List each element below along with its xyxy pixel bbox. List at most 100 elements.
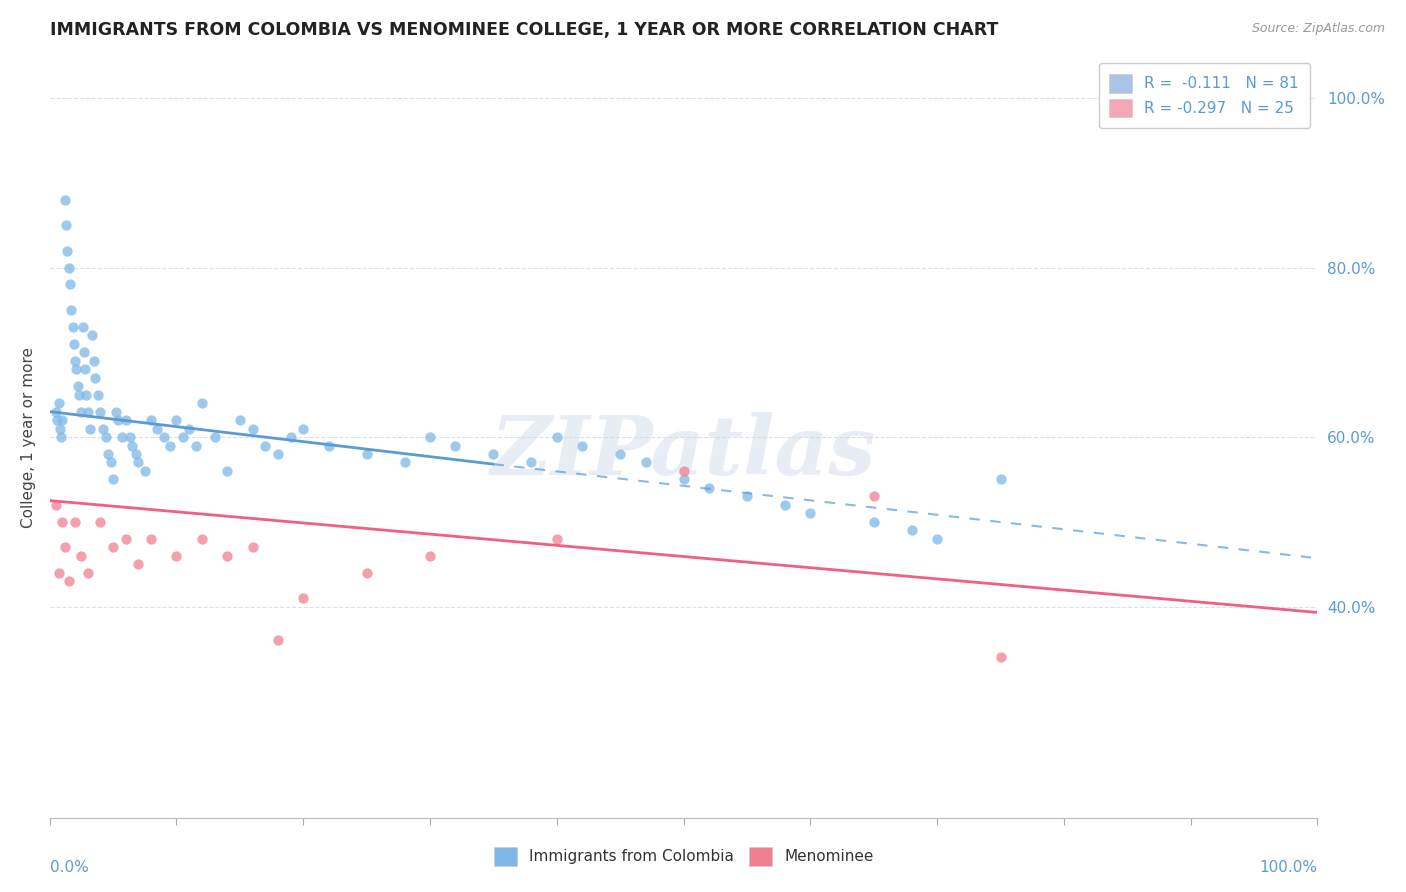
Point xyxy=(70,404,93,418)
Point xyxy=(184,438,207,452)
Point xyxy=(267,633,290,648)
Text: 100.0%: 100.0% xyxy=(1260,861,1317,875)
Point xyxy=(62,319,84,334)
Point xyxy=(58,260,80,275)
Point xyxy=(672,464,695,478)
Point xyxy=(125,447,148,461)
Y-axis label: College, 1 year or more: College, 1 year or more xyxy=(21,346,35,527)
Point xyxy=(546,430,568,444)
Point xyxy=(97,447,120,461)
Point xyxy=(107,413,129,427)
Point xyxy=(799,506,821,520)
Point xyxy=(60,302,83,317)
Point xyxy=(48,396,70,410)
Point xyxy=(45,498,67,512)
Point xyxy=(56,244,79,258)
Point xyxy=(900,523,922,537)
Point xyxy=(166,549,188,563)
Point xyxy=(114,532,136,546)
Point xyxy=(672,472,695,486)
Point xyxy=(49,421,72,435)
Point xyxy=(73,345,96,359)
Point xyxy=(191,396,214,410)
Point xyxy=(87,387,110,401)
Point xyxy=(45,404,67,418)
Point xyxy=(53,540,76,554)
Point xyxy=(89,404,111,418)
Point xyxy=(419,549,441,563)
Point xyxy=(254,438,277,452)
Point xyxy=(773,498,796,512)
Point xyxy=(571,438,593,452)
Point xyxy=(634,455,657,469)
Point xyxy=(990,472,1012,486)
Point xyxy=(65,362,87,376)
Point xyxy=(51,413,73,427)
Text: IMMIGRANTS FROM COLOMBIA VS MENOMINEE COLLEGE, 1 YEAR OR MORE CORRELATION CHART: IMMIGRANTS FROM COLOMBIA VS MENOMINEE CO… xyxy=(49,21,998,39)
Point xyxy=(59,277,82,292)
Text: 0.0%: 0.0% xyxy=(49,861,89,875)
Point xyxy=(70,549,93,563)
Point xyxy=(394,455,416,469)
Point xyxy=(139,413,162,427)
Point xyxy=(101,472,124,486)
Text: Source: ZipAtlas.com: Source: ZipAtlas.com xyxy=(1251,22,1385,36)
Point xyxy=(419,430,441,444)
Point xyxy=(735,489,758,503)
Point xyxy=(166,413,188,427)
Point xyxy=(242,540,264,554)
Point xyxy=(862,489,884,503)
Point xyxy=(79,421,101,435)
Point xyxy=(51,515,73,529)
Point xyxy=(80,328,103,343)
Point xyxy=(46,413,69,427)
Point xyxy=(104,404,127,418)
Point xyxy=(63,515,86,529)
Point xyxy=(204,430,226,444)
Legend: Immigrants from Colombia, Menominee: Immigrants from Colombia, Menominee xyxy=(488,841,880,871)
Point xyxy=(609,447,631,461)
Point xyxy=(76,404,98,418)
Point xyxy=(66,379,89,393)
Point xyxy=(292,591,315,605)
Point xyxy=(146,421,169,435)
Point xyxy=(83,353,105,368)
Point xyxy=(927,532,949,546)
Point xyxy=(63,353,86,368)
Point xyxy=(127,557,149,571)
Point xyxy=(72,319,94,334)
Point xyxy=(217,549,239,563)
Point xyxy=(53,193,76,207)
Point xyxy=(444,438,467,452)
Point xyxy=(76,566,98,580)
Point xyxy=(49,430,72,444)
Point xyxy=(179,421,201,435)
Point xyxy=(111,430,134,444)
Point xyxy=(356,447,378,461)
Point xyxy=(318,438,340,452)
Point xyxy=(546,532,568,546)
Point xyxy=(84,370,107,384)
Point xyxy=(191,532,214,546)
Point xyxy=(862,515,884,529)
Point xyxy=(55,218,77,232)
Point xyxy=(990,650,1012,665)
Point xyxy=(292,421,315,435)
Point xyxy=(48,566,70,580)
Point xyxy=(217,464,239,478)
Point xyxy=(280,430,302,444)
Point xyxy=(139,532,162,546)
Point xyxy=(697,481,720,495)
Point xyxy=(153,430,176,444)
Point xyxy=(62,336,84,351)
Point xyxy=(482,447,505,461)
Point xyxy=(94,430,117,444)
Point xyxy=(76,387,98,401)
Point xyxy=(172,430,194,444)
Point xyxy=(356,566,378,580)
Point xyxy=(101,540,124,554)
Point xyxy=(159,438,181,452)
Point xyxy=(118,430,141,444)
Point xyxy=(114,413,136,427)
Point xyxy=(267,447,290,461)
